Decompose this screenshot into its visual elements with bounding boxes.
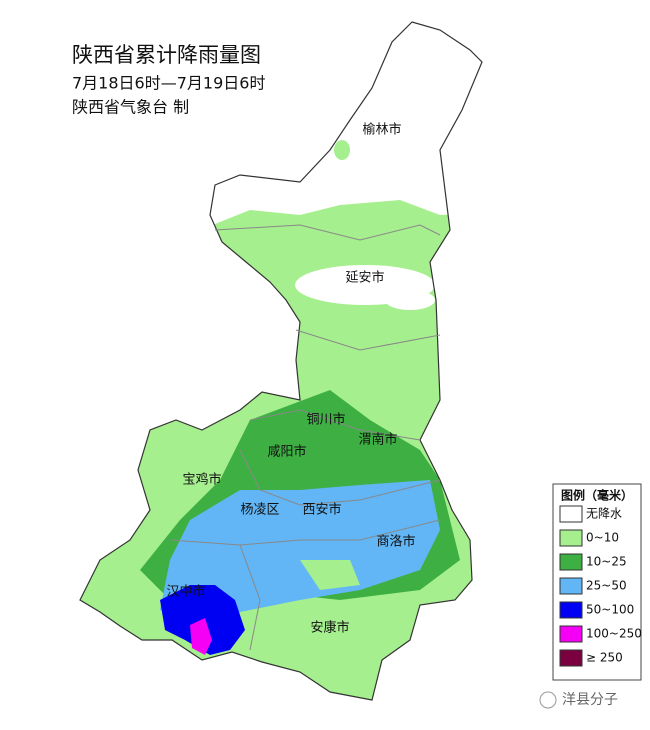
city-label: 铜川市: [306, 412, 345, 428]
legend-label: 0~10: [586, 531, 619, 545]
city-label: 延安市: [345, 270, 384, 286]
legend-swatch: [559, 553, 583, 571]
legend-label: 10~25: [586, 555, 627, 569]
legend-label: 100~250: [586, 627, 642, 641]
city-label: 渭南市: [358, 432, 397, 448]
legend-swatch: [559, 577, 583, 595]
legend-label: 50~100: [586, 603, 634, 617]
city-label: 宝鸡市: [182, 472, 221, 488]
legend-label: 无降水: [586, 507, 622, 521]
legend-label: 25~50: [586, 579, 627, 593]
legend-label: ≥ 250: [586, 651, 623, 665]
city-label: 商洛市: [376, 534, 415, 550]
city-label: 安康市: [310, 620, 349, 636]
legend-swatch: [559, 601, 583, 619]
legend-swatch: [559, 505, 583, 523]
city-label: 西安市: [302, 502, 341, 518]
wm-icon: [539, 691, 557, 709]
issuer: 陕西省气象台 制: [72, 98, 189, 117]
title: 陕西省累计降雨量图: [72, 43, 261, 67]
city-label: 汉中市: [166, 584, 205, 600]
legend-swatch: [559, 529, 583, 547]
legend-swatch: [559, 649, 583, 667]
legend-swatch: [559, 625, 583, 643]
legend-title: 图例（毫米）: [561, 488, 633, 503]
city-label: 咸阳市: [267, 444, 306, 460]
boundaries: [79, 21, 483, 701]
city-label: 榆林市: [362, 122, 401, 138]
city-label: 杨凌区: [240, 503, 279, 518]
watermark: 洋县分子: [562, 692, 618, 708]
period: 7月18日6时—7月19日6时: [72, 74, 265, 93]
